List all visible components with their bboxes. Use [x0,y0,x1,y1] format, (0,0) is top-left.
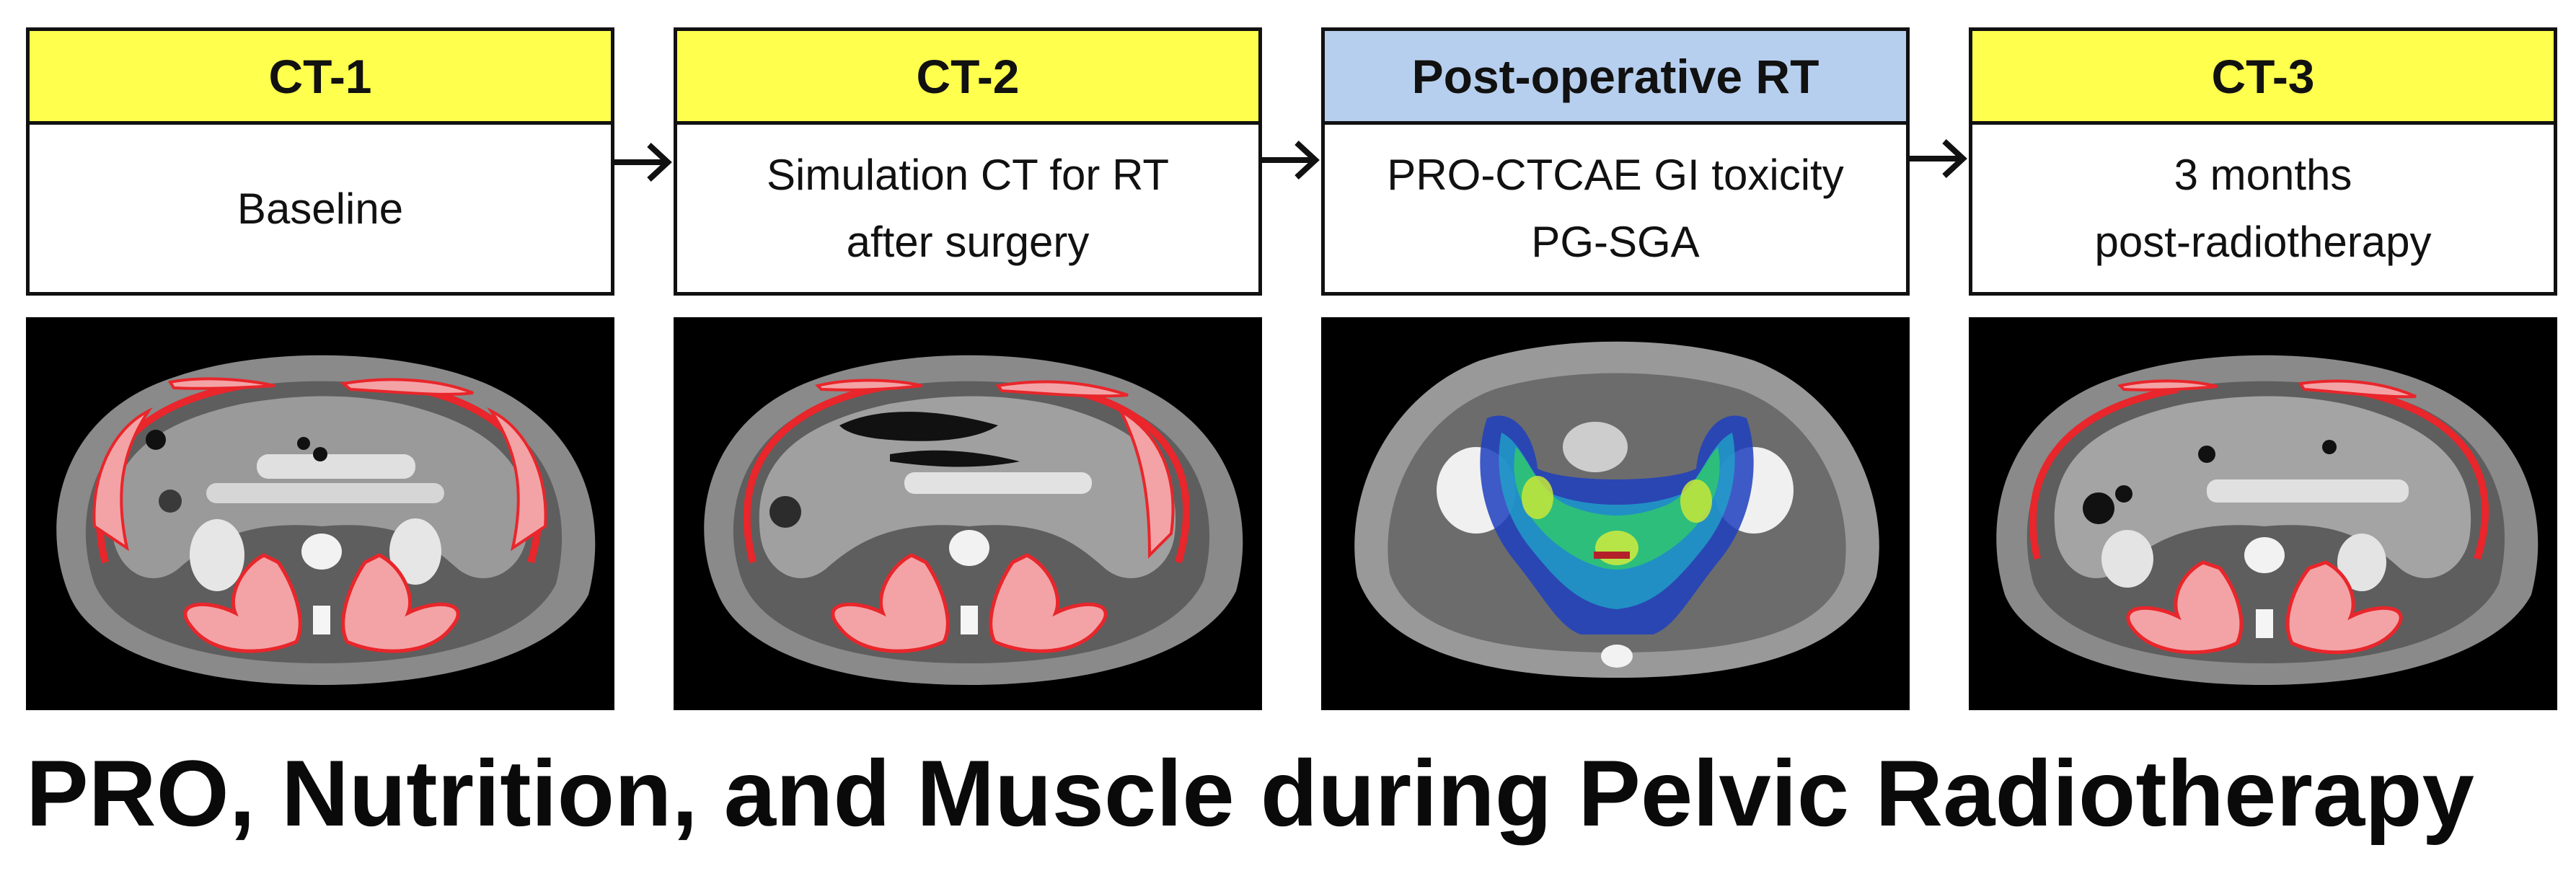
stage-body: PRO-CTCAE GI toxicity PG-SGA [1325,125,1906,292]
ct-axial-muscle-segmentation-icon [674,317,1262,710]
stage-line: Simulation CT for RT [767,151,1169,199]
arrow-right-icon [1262,141,1320,180]
stage-ct-1: CT-1 Baseline [26,27,614,296]
stage-body: Baseline [30,125,611,292]
stage-header: CT-2 [677,31,1258,125]
arrow-right-icon [1910,139,1967,178]
arrow-right-icon [614,143,672,182]
stage-body: Simulation CT for RT after surgery [677,125,1258,292]
stage-line: Baseline [237,184,404,233]
stage-ct-3: CT-3 3 months post-radiotherapy [1969,27,2557,296]
ct-pelvis-dose-heatmap-icon [1321,317,1910,710]
stage-body: 3 months post-radiotherapy [1972,125,2554,292]
stage-header: Post-operative RT [1325,31,1906,125]
stage-line: 3 months [2174,151,2352,199]
ct-axial-muscle-segmentation-icon [1969,317,2557,710]
stage-header: CT-3 [1972,31,2554,125]
stage-line: PRO-CTCAE GI toxicity [1387,151,1844,199]
stage-header: CT-1 [30,31,611,125]
stage-line: PG-SGA [1531,218,1700,266]
stage-post-operative-rt: Post-operative RT PRO-CTCAE GI toxicity … [1321,27,1910,296]
diagram-title: PRO, Nutrition, and Muscle during Pelvic… [26,740,2474,846]
ct-axial-muscle-segmentation-icon [26,317,614,710]
stage-line: after surgery [846,218,1090,266]
stage-line: post-radiotherapy [2094,218,2432,266]
stage-ct-2: CT-2 Simulation CT for RT after surgery [674,27,1262,296]
